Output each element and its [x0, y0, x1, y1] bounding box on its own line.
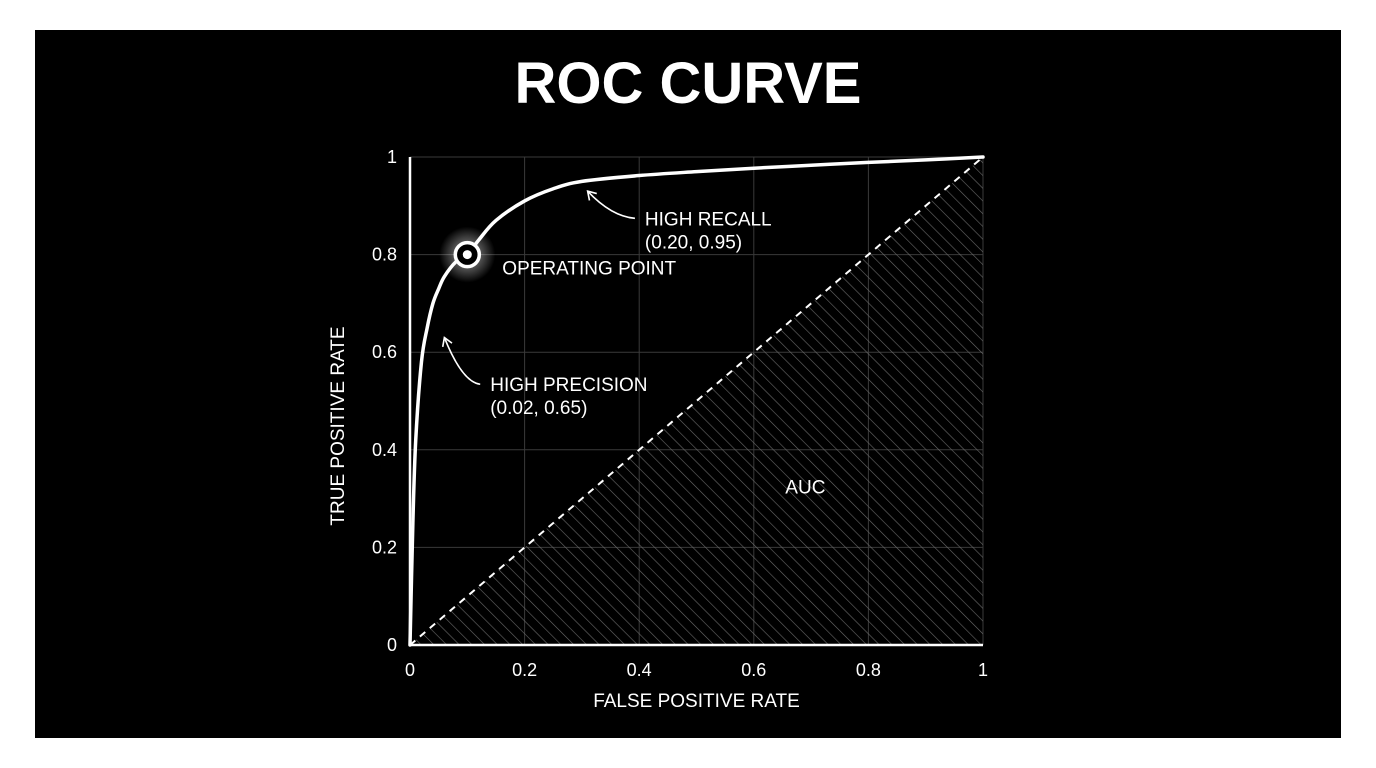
- y-tick-label: 0.8: [372, 245, 397, 265]
- high-recall-arrow: [586, 190, 635, 220]
- operating-point-dot: [462, 250, 472, 260]
- operating-point-label: OPERATING POINT: [502, 259, 676, 280]
- auc-label: AUC: [785, 478, 825, 499]
- y-tick-label: 0: [387, 635, 397, 655]
- roc-chart: ROC CURVE 0 0.2 0.4 0.6 0.8 1 0 0.2 0.4 0.6 0.8 1 O…: [328, 51, 988, 712]
- x-tick-label: 0.2: [512, 660, 537, 680]
- x-tick-label: 0.6: [741, 660, 766, 680]
- x-tick-label: 1: [978, 660, 988, 680]
- operating-point-marker: [439, 226, 496, 283]
- random-classifier-diagonal: [409, 156, 984, 646]
- high-precision-label: HIGH PRECISION: [490, 375, 647, 396]
- high-precision-coords: (0.02, 0.65): [490, 398, 587, 419]
- y-tick-label: 1: [387, 147, 397, 167]
- axes: [408, 157, 983, 647]
- tick-labels: 0 0.2 0.4 0.6 0.8 1 0 0.2 0.4 0.6 0.8 1: [372, 147, 988, 680]
- x-axis-label: FALSE POSITIVE RATE: [593, 691, 800, 712]
- high-recall-label: HIGH RECALL: [645, 209, 772, 230]
- chart-title: ROC CURVE: [515, 51, 862, 116]
- y-tick-label: 0.2: [372, 537, 397, 557]
- high-precision-arrow: [441, 336, 481, 386]
- x-tick-label: 0.8: [856, 660, 881, 680]
- x-tick-label: 0: [405, 660, 415, 680]
- high-recall-coords: (0.20, 0.95): [645, 232, 742, 253]
- chart-frame: ROC CURVE 0 0.2 0.4 0.6 0.8 1 0 0.2 0.4 0.6 0.8 1 O…: [35, 30, 1341, 738]
- y-tick-label: 0.6: [372, 342, 397, 362]
- y-tick-label: 0.4: [372, 440, 397, 460]
- y-axis-label: TRUE POSITIVE RATE: [328, 326, 349, 525]
- x-tick-label: 0.4: [627, 660, 652, 680]
